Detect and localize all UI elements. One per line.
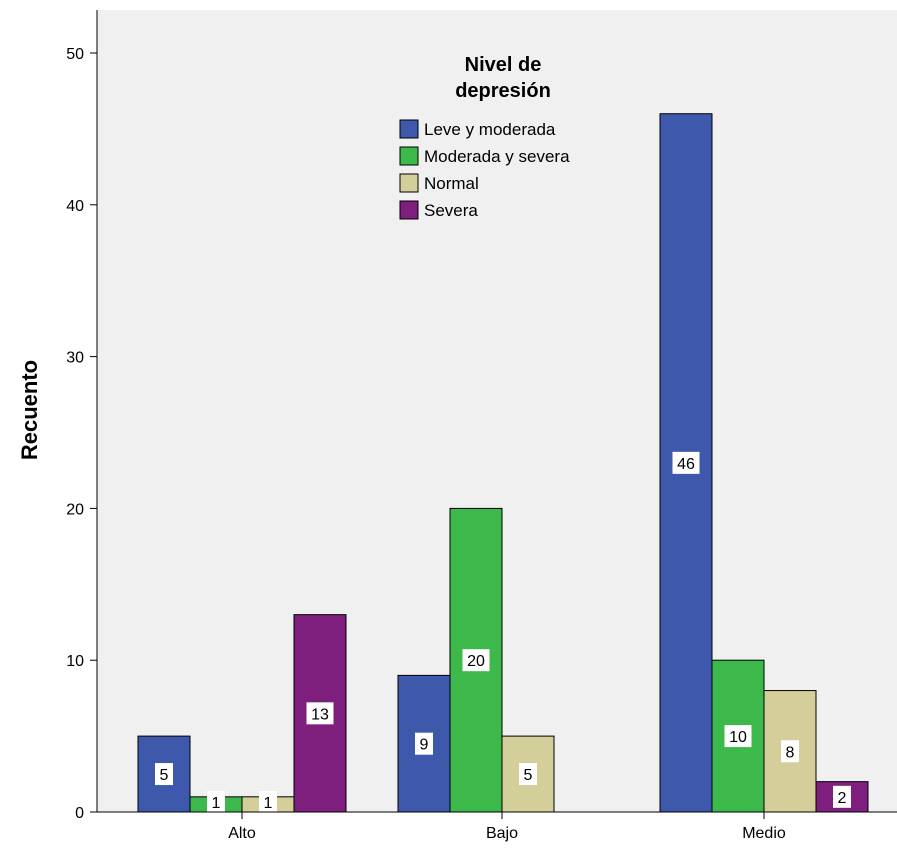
data-label-box [306, 702, 334, 725]
data-label: 10 [729, 729, 747, 746]
data-label-box [415, 732, 433, 755]
legend-swatch [399, 173, 419, 193]
y-tick-label: 0 [75, 805, 84, 822]
data-label: 13 [311, 706, 329, 723]
data-label: 9 [420, 737, 429, 754]
x-tick-label: Medio [742, 825, 786, 842]
data-label-box [207, 791, 225, 813]
legend-label: Leve y moderada [424, 120, 556, 139]
data-label: 5 [160, 767, 169, 784]
data-label: 1 [212, 795, 221, 812]
legend-swatch [399, 146, 419, 166]
legend-swatch [399, 119, 419, 139]
y-axis-title: Recuento [17, 360, 42, 460]
data-label-box [155, 763, 173, 786]
x-tick-label: Alto [228, 825, 256, 842]
y-tick-label: 40 [66, 198, 84, 215]
data-label-box [781, 740, 799, 763]
data-labels-layer: 5 1 1 13 9 20 5 46 10 8 2 [155, 451, 851, 813]
data-label: 1 [264, 795, 273, 812]
y-tick-label: 20 [66, 501, 84, 518]
data-label-box [259, 791, 277, 813]
data-label: 46 [677, 456, 695, 473]
y-ticks-layer: 0 10 20 30 40 50 [66, 46, 97, 822]
legend: Nivel de depresión Leve y moderada Modera… [399, 54, 570, 220]
data-label-box [519, 763, 537, 786]
x-tick-label: Bajo [486, 825, 518, 842]
x-ticks-layer: Alto Bajo Medio [228, 812, 786, 842]
y-tick-label: 50 [66, 46, 84, 63]
data-label-box [833, 785, 851, 808]
legend-label: Normal [424, 174, 479, 193]
legend-title-line-2: depresión [455, 80, 551, 102]
legend-title-line-1: Nivel de [465, 54, 542, 76]
data-label: 5 [524, 767, 533, 784]
y-tick-label: 10 [66, 653, 84, 670]
data-label-box [724, 725, 752, 748]
data-label-box [462, 649, 490, 672]
data-label-box [672, 451, 700, 474]
legend-swatch [399, 200, 419, 220]
legend-label: Moderada y severa [424, 147, 570, 166]
data-label: 20 [467, 653, 485, 670]
data-label: 2 [838, 790, 847, 807]
data-label: 8 [786, 744, 795, 761]
legend-items: Leve y moderada Moderada y severa Normal Se… [399, 119, 570, 220]
legend-label: Severa [424, 201, 478, 220]
y-tick-label: 30 [66, 350, 84, 367]
